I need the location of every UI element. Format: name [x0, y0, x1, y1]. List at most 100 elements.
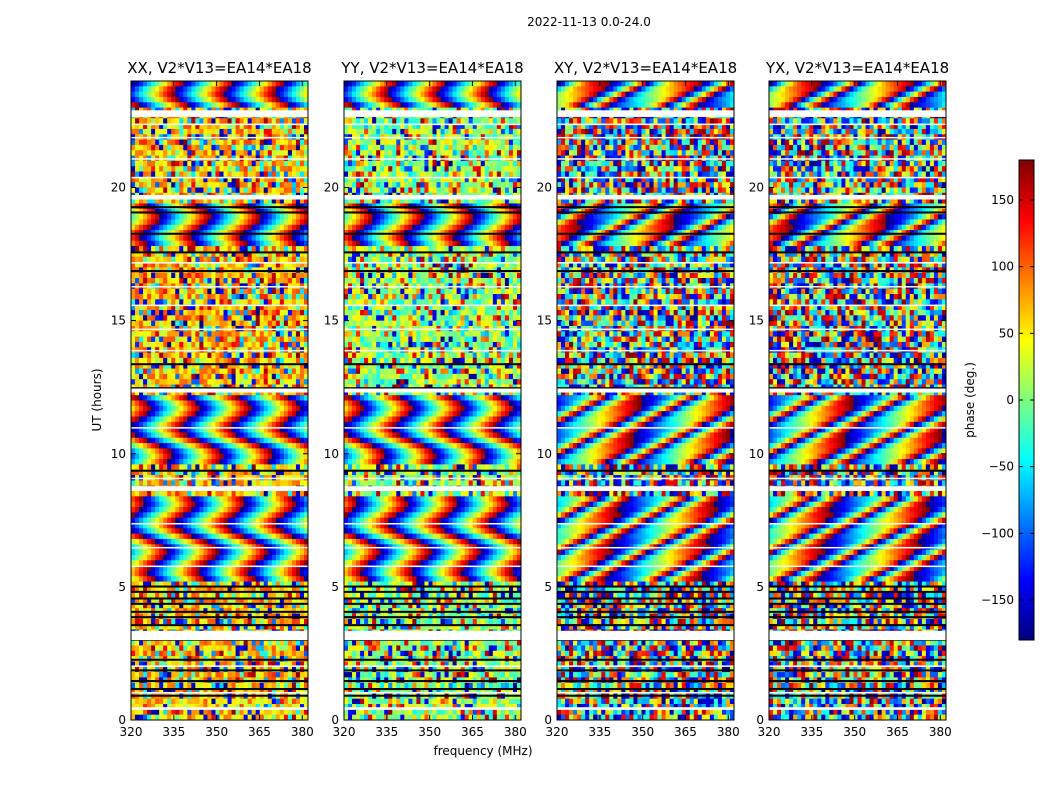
heatmap-cell [139, 257, 143, 263]
heatmap-cell [167, 150, 171, 156]
heatmap-cell [135, 235, 139, 241]
heatmap-cell [199, 92, 203, 98]
heatmap-cell [203, 310, 207, 316]
heatmap-cell [199, 102, 203, 108]
heatmap-cell [155, 353, 159, 359]
heatmap-cell [187, 331, 191, 337]
heatmap-cell [203, 118, 207, 124]
heatmap-cell [207, 214, 211, 220]
heatmap-cell [252, 241, 256, 247]
heatmap-cell [292, 129, 296, 135]
heatmap-cell [163, 86, 167, 92]
heatmap-cell [244, 182, 248, 188]
heatmap-cell [292, 166, 296, 172]
heatmap-cell [236, 214, 240, 220]
heatmap-cell [191, 92, 195, 98]
heatmap-cell [159, 150, 163, 156]
heatmap-cell [195, 331, 199, 337]
heatmap-cell [244, 161, 248, 167]
heatmap-cell [143, 219, 147, 225]
heatmap-cell [195, 92, 199, 98]
heatmap-cell [131, 278, 135, 284]
heatmap-cell [175, 129, 179, 135]
heatmap-cell [139, 241, 143, 247]
heatmap-cell [252, 86, 256, 92]
heatmap-cell [147, 145, 151, 151]
heatmap-cell [199, 241, 203, 247]
heatmap-cell [232, 246, 236, 252]
heatmap-cell [268, 289, 272, 295]
heatmap-cell [183, 235, 187, 241]
heatmap-cell [268, 278, 272, 284]
heatmap-cell [300, 172, 304, 178]
heatmap-cell [191, 140, 195, 146]
heatmap-cell [284, 294, 288, 300]
heatmap-cell [191, 219, 195, 225]
heatmap-cell [276, 278, 280, 284]
heatmap-cell [224, 140, 228, 146]
heatmap-cell [276, 241, 280, 247]
heatmap-cell [288, 86, 292, 92]
heatmap-cell [280, 225, 284, 231]
heatmap-cell [155, 219, 159, 225]
heatmap-cell [228, 166, 232, 172]
heatmap-cell [280, 315, 284, 321]
heatmap-cell [195, 188, 199, 194]
heatmap-cell [228, 315, 232, 321]
heatmap-cell [171, 140, 175, 146]
heatmap-cell [135, 321, 139, 327]
heatmap-cell [207, 145, 211, 151]
heatmap-cell [183, 97, 187, 103]
heatmap-cell [236, 342, 240, 348]
heatmap-cell [228, 145, 232, 151]
heatmap-cell [143, 102, 147, 108]
heatmap-cell [167, 342, 171, 348]
heatmap-cell [280, 294, 284, 300]
heatmap-cell [296, 331, 300, 337]
heatmap-cell [167, 182, 171, 188]
heatmap-cell [240, 86, 244, 92]
heatmap-cell [268, 310, 272, 316]
heatmap-cell [171, 219, 175, 225]
heatmap-cell [276, 299, 280, 305]
heatmap-cell [292, 246, 296, 252]
heatmap-cell [171, 172, 175, 178]
heatmap-cell [175, 225, 179, 231]
heatmap-cell [155, 145, 159, 151]
heatmap-cell [163, 145, 167, 151]
heatmap-cell [220, 353, 224, 359]
heatmap-cell [288, 102, 292, 108]
heatmap-cell [139, 315, 143, 321]
heatmap-cell [151, 241, 155, 247]
heatmap-cell [183, 241, 187, 247]
heatmap-cell [215, 225, 219, 231]
heatmap-cell [187, 353, 191, 359]
heatmap-cell [167, 337, 171, 343]
heatmap-cell [284, 161, 288, 167]
heatmap-cell [256, 278, 260, 284]
heatmap-cell [131, 289, 135, 295]
heatmap-cell [280, 246, 284, 252]
heatmap-cell [220, 161, 224, 167]
heatmap-cell [171, 86, 175, 92]
heatmap-cell [163, 150, 167, 156]
heatmap-cell [175, 161, 179, 167]
heatmap-cell [256, 273, 260, 279]
heatmap-cell [284, 299, 288, 305]
heatmap-cell [264, 86, 268, 92]
heatmap-cell [147, 81, 151, 87]
heatmap-cell [179, 241, 183, 247]
heatmap-cell [171, 225, 175, 231]
heatmap-cell [236, 145, 240, 151]
heatmap-cell [195, 97, 199, 103]
heatmap-cell [191, 310, 195, 316]
heatmap-cell [296, 145, 300, 151]
heatmap-cell [159, 342, 163, 348]
heatmap-cell [135, 81, 139, 87]
heatmap-cell [240, 150, 244, 156]
heatmap-cell [147, 358, 151, 364]
heatmap-cell [268, 145, 272, 151]
heatmap-cell [199, 257, 203, 263]
heatmap-cell [284, 257, 288, 263]
heatmap-cell [228, 150, 232, 156]
